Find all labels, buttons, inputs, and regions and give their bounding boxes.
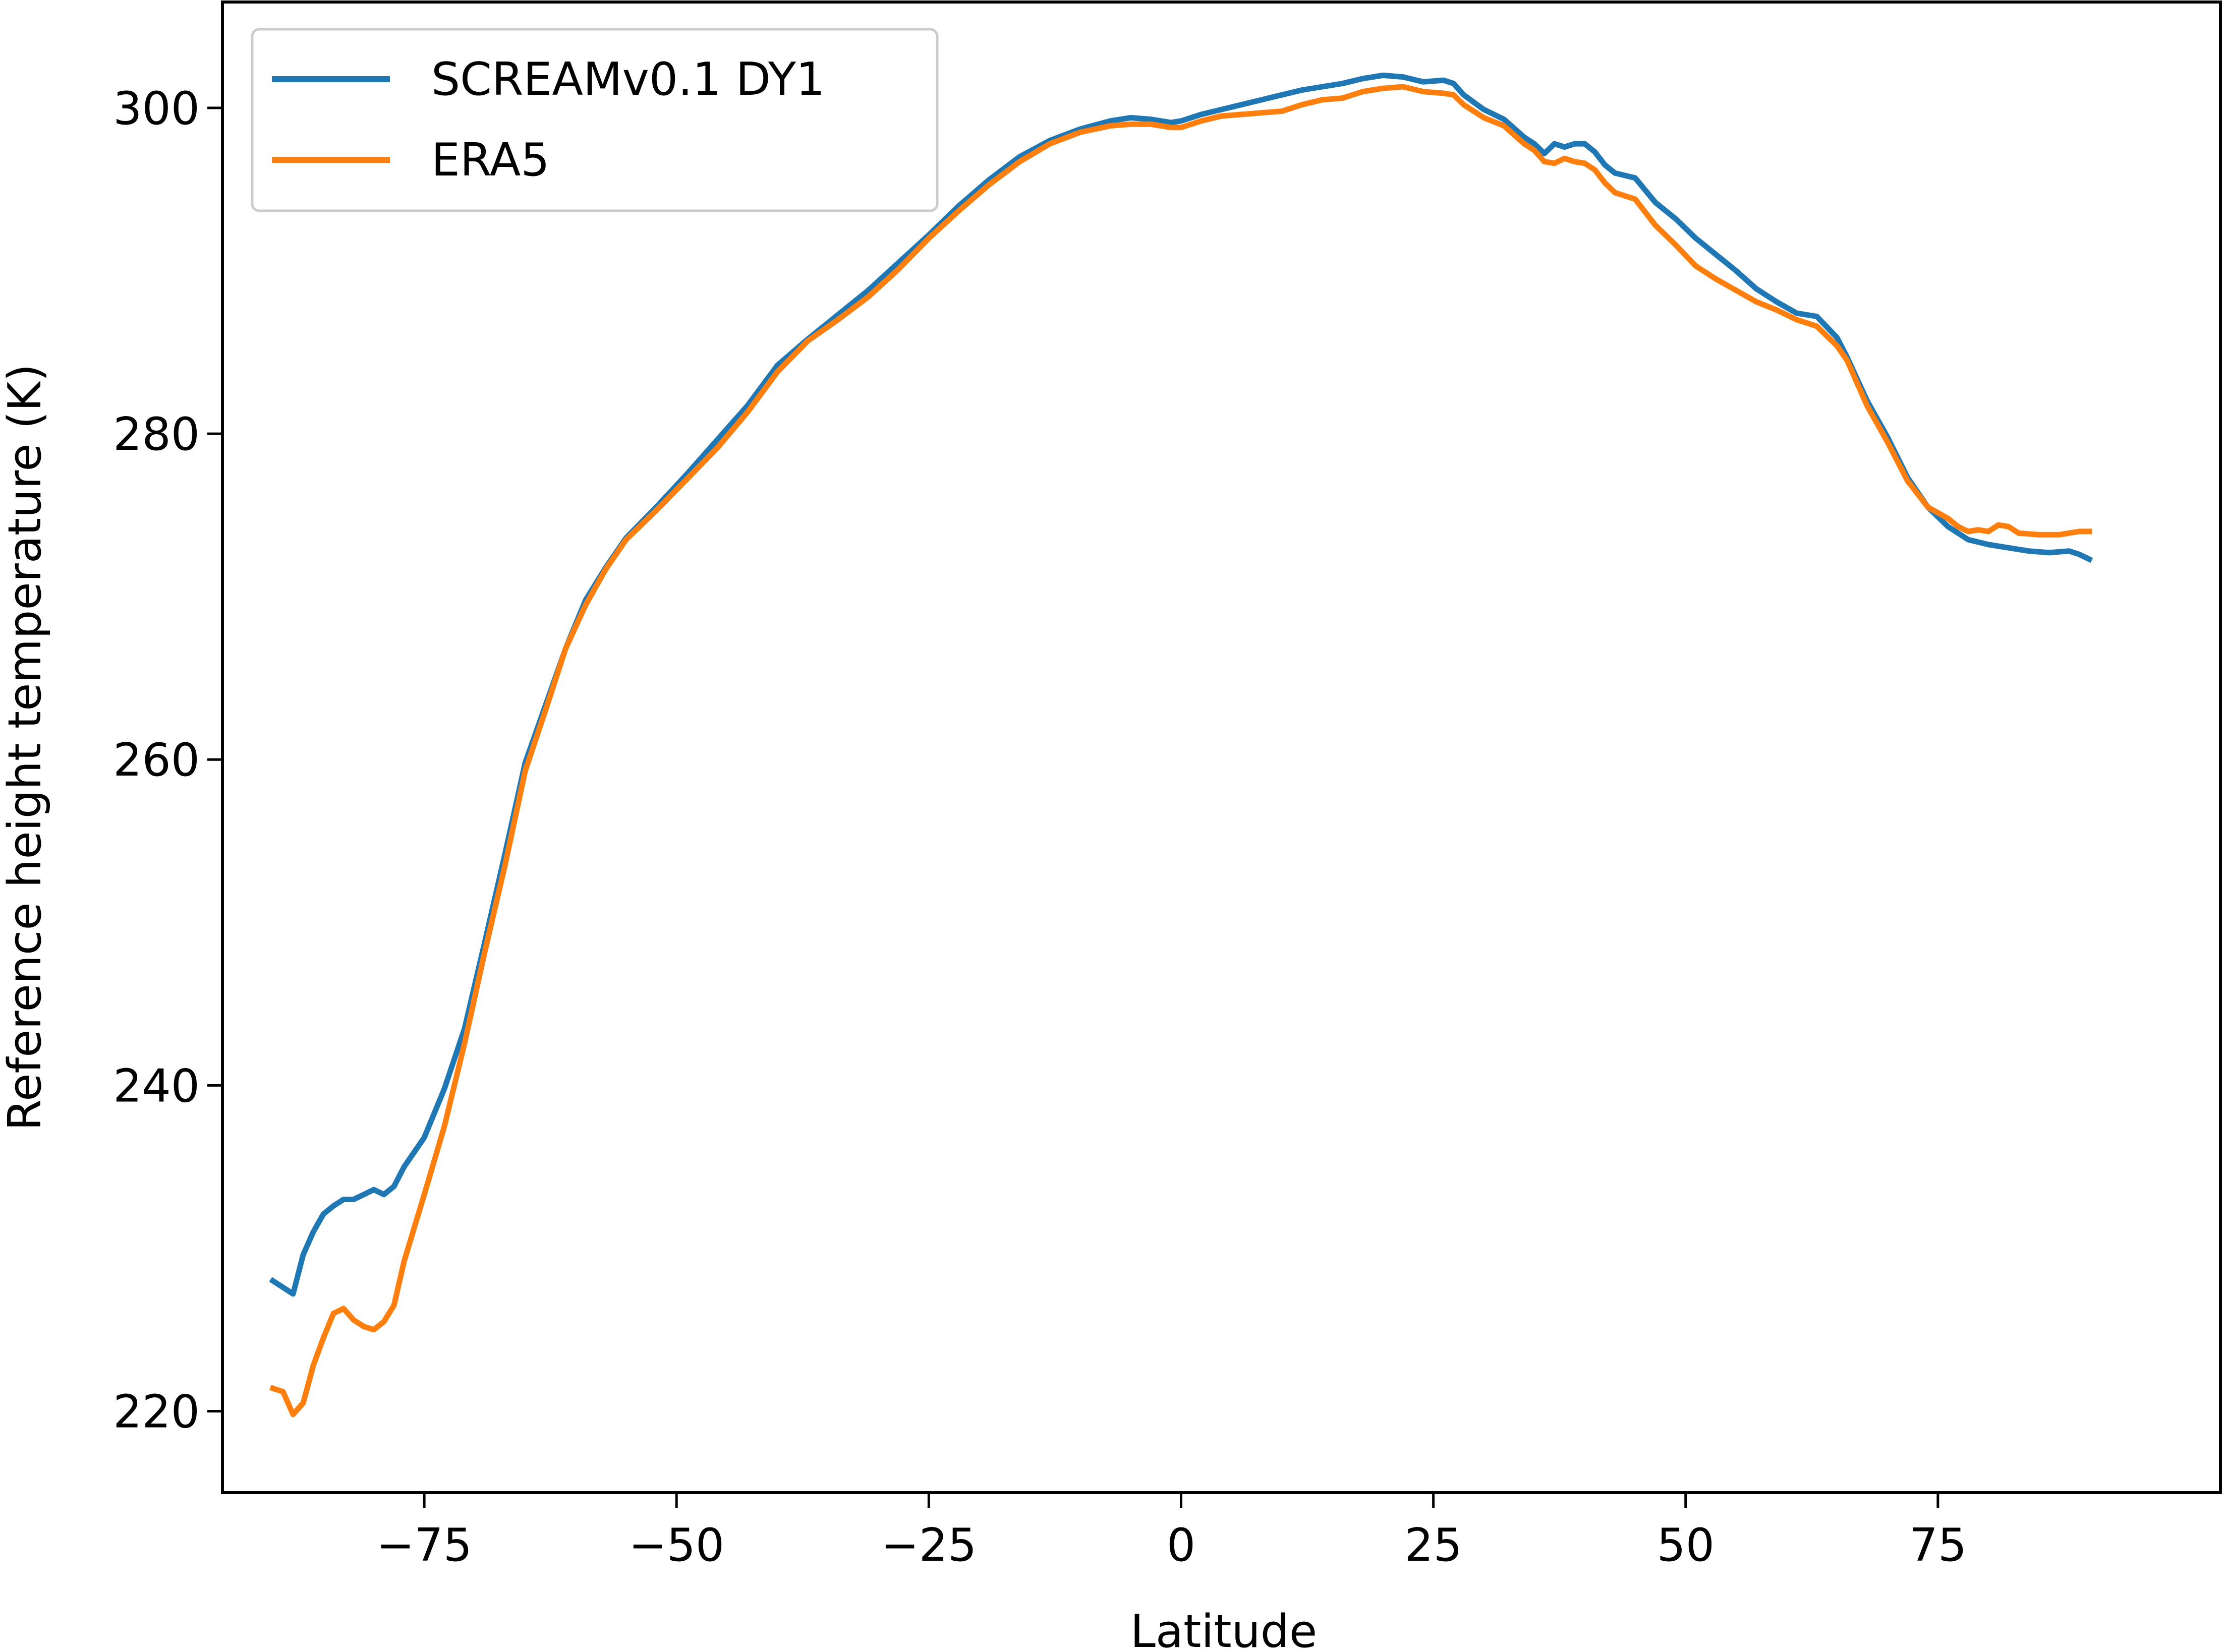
ticks-layer: −75 −50 −25 0 25 50 75 220 240 260 280 300 — [113, 82, 1967, 1572]
y-tick-label: 280 — [113, 408, 200, 461]
plot-frame — [221, 1, 2222, 1494]
y-tick-label: 260 — [113, 734, 200, 787]
legend-label-scream: SCREAMv0.1 DY1 — [431, 53, 825, 106]
x-tick-label: −75 — [376, 1519, 472, 1572]
legend-box — [251, 28, 939, 212]
y-tick-label: 220 — [113, 1385, 200, 1438]
x-tick-label: 25 — [1404, 1519, 1462, 1572]
legend: SCREAMv0.1 DY1 ERA5 — [251, 28, 939, 212]
legend-label-era5: ERA5 — [431, 134, 550, 187]
y-tick-label: 300 — [113, 82, 200, 135]
series-layer — [269, 72, 2093, 1418]
x-tick-label: −50 — [629, 1519, 724, 1572]
x-tick-label: 75 — [1909, 1519, 1967, 1572]
y-axis-label: Reference height temperature (K) — [0, 364, 51, 1131]
x-axis-label: Latitude — [1130, 1605, 1317, 1652]
x-tick-label: 50 — [1657, 1519, 1715, 1572]
y-tick-label: 240 — [113, 1059, 200, 1112]
x-tick-label: 0 — [1167, 1519, 1195, 1572]
series-line-scream — [269, 72, 2093, 1297]
x-tick-label: −25 — [881, 1519, 977, 1572]
series-line-era5 — [269, 84, 2092, 1418]
